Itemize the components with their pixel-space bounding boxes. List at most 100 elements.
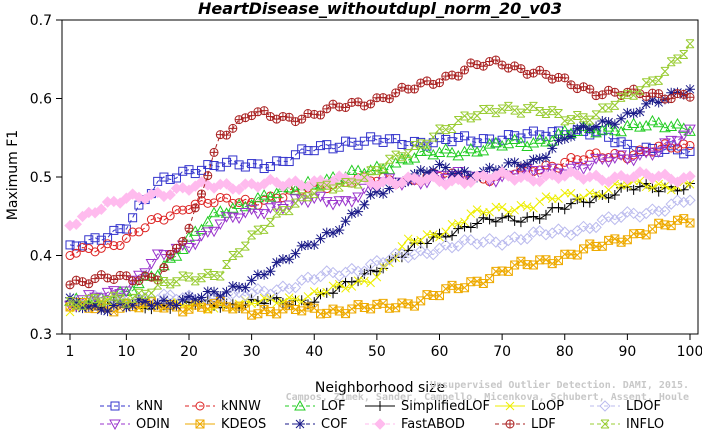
point-knnw xyxy=(553,163,563,173)
point-ldf xyxy=(109,275,119,284)
point-cof xyxy=(628,108,639,119)
point-cof xyxy=(71,297,82,308)
x-tick-label: 30 xyxy=(243,344,261,360)
legend-item-knnw: kNNW xyxy=(185,399,261,414)
point-inflo xyxy=(109,291,119,301)
point-simplifiedlof xyxy=(584,197,595,208)
legend-marker-knn xyxy=(110,401,120,411)
point-ldf xyxy=(90,274,100,284)
point-odin xyxy=(208,226,220,238)
point-kdeos xyxy=(685,218,695,228)
y-tick-label: 0.3 xyxy=(30,327,52,343)
legend-label-fastabod: FastABOD xyxy=(401,417,465,432)
point-ldf xyxy=(328,99,338,109)
point-inflo xyxy=(259,224,269,234)
point-ldf xyxy=(528,68,538,78)
point-ldof xyxy=(258,285,270,298)
point-cof xyxy=(96,304,107,315)
point-loop xyxy=(378,262,388,271)
point-knnw xyxy=(666,143,676,153)
legend-marker-cof xyxy=(295,419,305,429)
point-knnw xyxy=(115,241,125,251)
point-inflo xyxy=(316,182,325,192)
legend-item-inflo: INFLO xyxy=(590,417,664,432)
point-knn xyxy=(460,131,470,141)
point-ldf xyxy=(585,84,595,94)
point-inflo xyxy=(190,276,200,286)
point-fastabod xyxy=(659,168,671,181)
point-inflo xyxy=(209,270,219,280)
point-inflo xyxy=(654,75,664,85)
point-simplifiedlof xyxy=(465,222,476,233)
legend-marker-knnw xyxy=(195,401,205,411)
point-cof xyxy=(296,240,307,251)
legend-label-loop: LoOP xyxy=(531,399,564,414)
point-odin xyxy=(352,192,364,204)
point-ldof xyxy=(590,221,602,234)
point-odin xyxy=(665,135,678,147)
point-ldf xyxy=(134,276,144,286)
point-ldf xyxy=(460,65,470,75)
point-knnw xyxy=(171,205,181,215)
point-cof xyxy=(196,292,207,303)
point-knn xyxy=(466,136,476,146)
point-ldf xyxy=(209,147,219,157)
point-knnw xyxy=(215,192,225,202)
point-inflo xyxy=(153,280,163,290)
point-inflo xyxy=(291,198,300,208)
point-lof xyxy=(464,142,477,154)
point-lof xyxy=(364,164,377,175)
point-loop xyxy=(560,188,570,198)
point-cof xyxy=(190,294,201,305)
point-cof xyxy=(246,275,257,286)
point-inflo xyxy=(241,241,250,251)
point-fastabod xyxy=(70,218,82,230)
point-inflo xyxy=(165,279,175,289)
point-knn xyxy=(541,131,551,141)
point-odin xyxy=(220,212,233,223)
point-knnw xyxy=(685,140,695,150)
point-ldf xyxy=(597,90,607,100)
point-knnw xyxy=(560,157,570,167)
point-ldof xyxy=(565,229,577,241)
point-loop xyxy=(385,258,394,268)
point-inflo xyxy=(96,297,106,307)
point-knnw xyxy=(96,243,106,253)
point-knnw xyxy=(579,155,589,165)
point-loop xyxy=(623,181,632,190)
point-inflo xyxy=(353,179,363,189)
point-knn xyxy=(190,169,200,179)
point-inflo xyxy=(228,250,238,260)
point-odin xyxy=(677,130,690,142)
point-cof xyxy=(559,133,570,144)
point-ldof xyxy=(577,220,590,233)
x-tick-label: 100 xyxy=(677,344,702,360)
point-ldf xyxy=(610,87,620,97)
point-knn xyxy=(679,149,689,159)
point-ldof xyxy=(440,239,452,251)
point-cof xyxy=(365,189,376,200)
point-inflo xyxy=(460,111,469,121)
point-simplifiedlof xyxy=(365,265,376,276)
point-inflo xyxy=(78,300,87,310)
point-lof xyxy=(490,136,502,148)
point-knn xyxy=(397,139,407,149)
point-ldf xyxy=(478,61,488,71)
point-inflo xyxy=(566,115,576,125)
point-loop xyxy=(497,202,507,212)
point-loop xyxy=(472,205,482,214)
point-knn xyxy=(303,146,313,156)
point-cof xyxy=(290,248,301,259)
point-knn xyxy=(290,150,300,160)
point-ldof xyxy=(239,290,252,302)
point-ldf xyxy=(171,243,181,253)
point-lof xyxy=(634,121,646,132)
legend-marker-kdeos xyxy=(195,419,205,429)
point-inflo xyxy=(403,149,413,159)
point-fastabod xyxy=(684,170,696,182)
point-cof xyxy=(534,153,545,164)
point-ldf xyxy=(541,69,551,79)
point-simplifiedlof xyxy=(578,197,589,208)
point-ldof xyxy=(483,233,496,245)
point-cof xyxy=(346,208,357,219)
